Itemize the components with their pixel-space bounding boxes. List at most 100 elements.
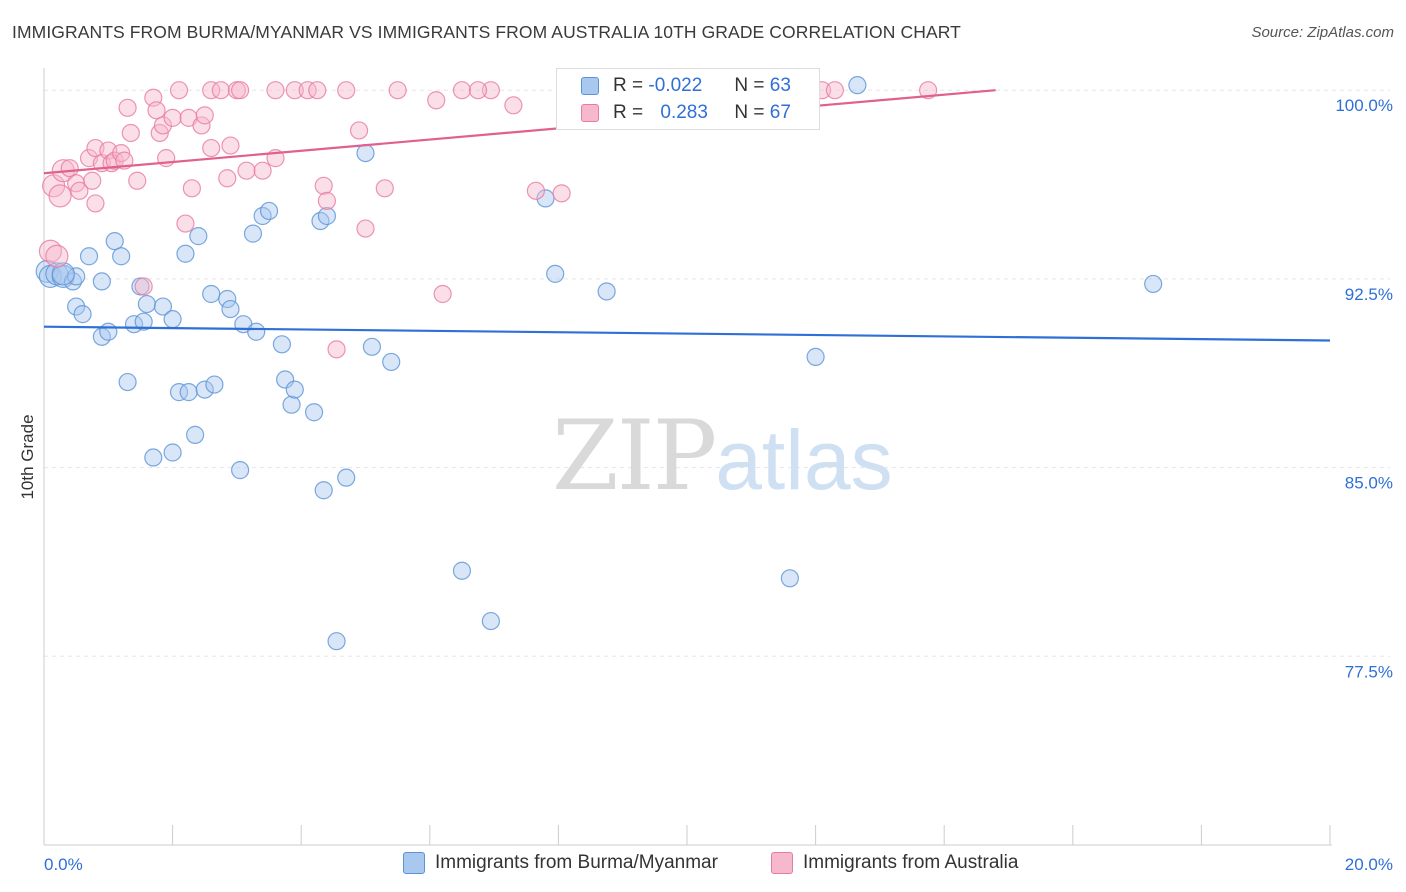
point-australia [266, 81, 285, 100]
point-australia [253, 161, 272, 180]
y-tick-label: 100.0% [1335, 96, 1393, 115]
trend-line-australia [43, 89, 996, 175]
point-burma [231, 461, 250, 480]
trend-line-burma [43, 325, 1331, 342]
x-tick-label-min: 0.0% [44, 855, 83, 874]
legend-swatch-blue [403, 852, 425, 874]
point-australia [308, 81, 327, 100]
point-burma [285, 380, 304, 399]
legend-swatch-blue [581, 77, 599, 95]
stats-legend: R = -0.022 N = 63 R = 0.283 N = 67 [556, 68, 820, 130]
point-burma [317, 206, 337, 226]
point-burma [205, 375, 224, 394]
point-australia [825, 81, 844, 100]
point-australia [163, 108, 182, 127]
legend-label-australia: Immigrants from Australia [803, 852, 1019, 873]
point-australia [202, 81, 221, 100]
point-australia [285, 81, 304, 100]
point-burma [597, 282, 616, 301]
legend-item-australia[interactable]: Immigrants from Australia [771, 852, 1018, 874]
legend-n-label: N = [734, 102, 765, 123]
point-australia [337, 81, 356, 100]
point-burma [169, 383, 189, 402]
point-australia [128, 171, 147, 190]
point-burma [780, 569, 799, 588]
series-legend: Immigrants from Burma/Myanmar Immigrants… [0, 852, 1406, 878]
point-australia [121, 123, 140, 143]
point-australia [182, 179, 201, 198]
point-burma [202, 284, 221, 304]
trend-lines [43, 89, 1331, 342]
point-australia [349, 121, 369, 140]
point-australia [202, 138, 221, 158]
point-australia [375, 179, 394, 198]
y-axis-label: 10th Grade [18, 414, 37, 499]
point-burma [259, 201, 279, 221]
point-burma [272, 335, 292, 354]
point-burma [481, 611, 500, 631]
legend-r-value: 0.283 [660, 102, 708, 123]
point-australia [221, 136, 240, 155]
point-australia [45, 244, 69, 268]
point-australia [919, 81, 938, 100]
point-burma [806, 347, 825, 366]
point-australia [70, 181, 89, 200]
legend-n-label: N = [734, 75, 765, 96]
point-australia [231, 81, 250, 100]
point-burma [304, 403, 324, 422]
point-australia [218, 169, 237, 188]
point-australia [195, 106, 214, 125]
point-burma [218, 289, 237, 309]
point-burma [105, 232, 124, 251]
point-burma [99, 322, 118, 341]
point-burma [92, 272, 111, 291]
point-australia [147, 101, 166, 120]
legend-item-burma[interactable]: Immigrants from Burma/Myanmar [403, 852, 718, 874]
point-burma [186, 425, 205, 444]
legend-label-burma: Immigrants from Burma/Myanmar [435, 852, 718, 873]
point-burma [848, 76, 867, 95]
point-burma [452, 561, 472, 580]
point-burma [546, 264, 565, 283]
point-australia [327, 340, 346, 359]
point-burma [382, 352, 401, 372]
legend-r-label: R = [613, 102, 644, 123]
point-australia [86, 194, 105, 213]
chart-title: IMMIGRANTS FROM BURMA/MYANMAR VS IMMIGRA… [12, 22, 961, 42]
point-australia [176, 214, 195, 233]
point-australia [211, 81, 230, 100]
point-burma [243, 224, 263, 243]
point-australia [452, 81, 472, 100]
point-burma [189, 227, 208, 246]
point-burma [163, 310, 182, 329]
point-burma [195, 380, 214, 399]
point-burma [362, 337, 382, 356]
axes [43, 68, 1332, 846]
point-australia [48, 184, 72, 208]
point-burma [67, 297, 86, 316]
point-australia [118, 98, 137, 117]
point-australia [60, 159, 79, 178]
y-tick-label: 85.0% [1345, 474, 1393, 493]
point-burma [79, 247, 99, 266]
y-tick-label: 92.5% [1345, 285, 1393, 304]
legend-swatch-pink [581, 104, 599, 122]
point-burma [1144, 274, 1163, 294]
y-tick-label: 77.5% [1345, 662, 1393, 681]
point-australia [298, 81, 317, 100]
point-australia [427, 91, 446, 110]
point-australia [105, 151, 124, 170]
point-australia [526, 181, 545, 200]
series-burma-myanmar [35, 76, 1163, 651]
x-tick-label-max: 20.0% [1345, 855, 1393, 874]
point-australia [552, 184, 571, 203]
point-burma [134, 312, 153, 331]
point-burma [221, 299, 240, 319]
point-australia [481, 81, 500, 100]
point-burma [337, 468, 356, 487]
point-burma [327, 632, 346, 651]
point-burma [179, 383, 198, 402]
legend-r-value: -0.022 [648, 75, 703, 96]
point-burma [163, 443, 182, 462]
